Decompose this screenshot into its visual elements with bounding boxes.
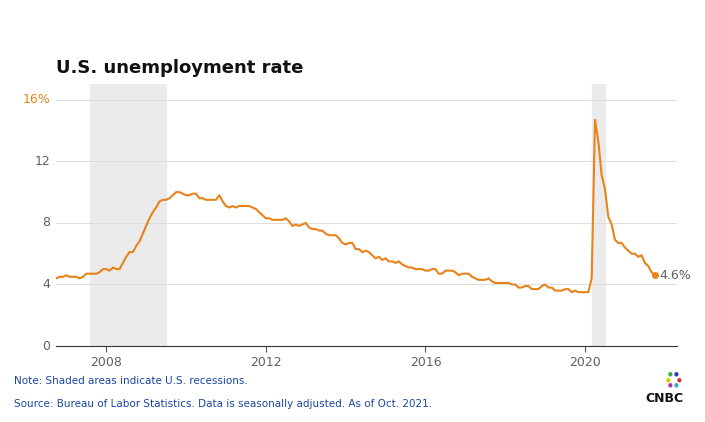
Text: CNBC: CNBC bbox=[646, 392, 684, 405]
Text: 12: 12 bbox=[35, 155, 50, 168]
Text: ●: ● bbox=[674, 372, 678, 377]
Text: U.S. unemployment rate: U.S. unemployment rate bbox=[56, 59, 304, 77]
Text: 0: 0 bbox=[42, 340, 50, 352]
Bar bbox=[591, 84, 605, 346]
Text: ●: ● bbox=[668, 372, 673, 377]
Text: Note: Shaded areas indicate U.S. recessions.: Note: Shaded areas indicate U.S. recessi… bbox=[14, 376, 248, 386]
Text: Source: Bureau of Labor Statistics. Data is seasonally adjusted. As of Oct. 2021: Source: Bureau of Labor Statistics. Data… bbox=[14, 399, 432, 409]
Text: ●: ● bbox=[668, 383, 673, 388]
Text: 16%: 16% bbox=[23, 93, 50, 106]
Text: ●: ● bbox=[674, 383, 678, 388]
Text: 8: 8 bbox=[42, 216, 50, 230]
Text: 4.6%: 4.6% bbox=[660, 269, 692, 282]
Text: ●: ● bbox=[677, 377, 681, 382]
Text: ●: ● bbox=[666, 377, 670, 382]
Text: 4: 4 bbox=[42, 278, 50, 291]
Bar bbox=[90, 84, 166, 346]
